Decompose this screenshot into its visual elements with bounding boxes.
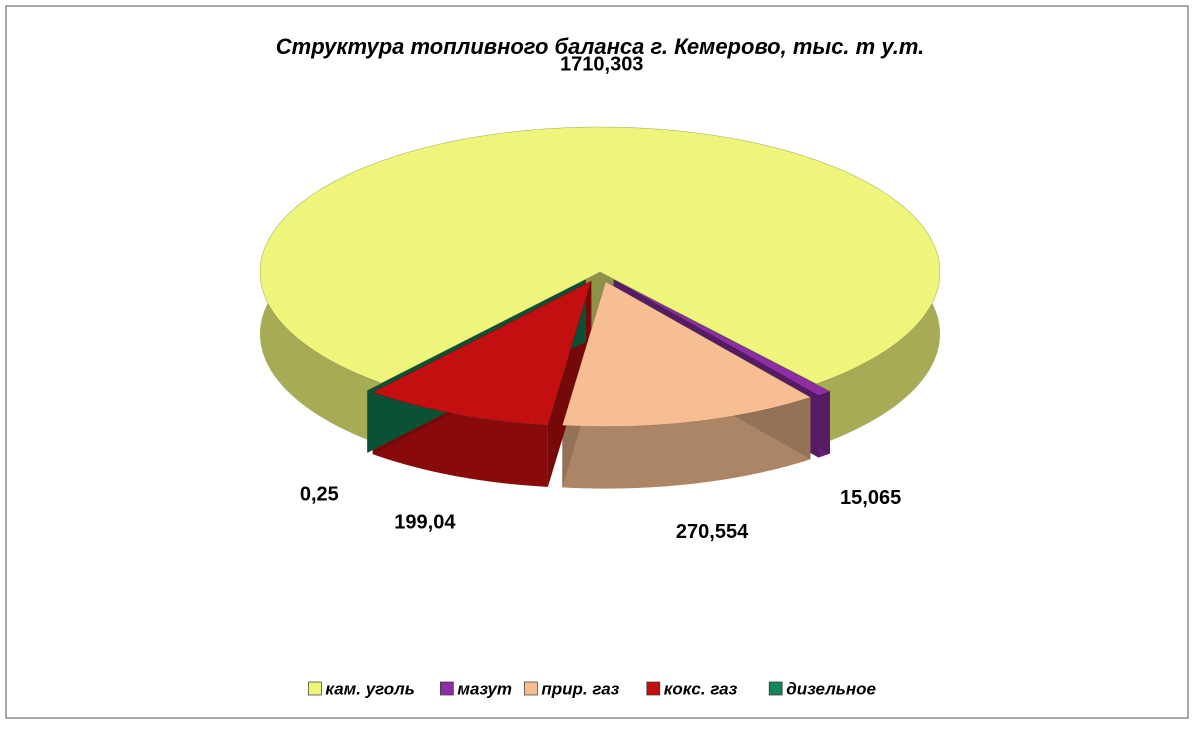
legend-label: дизельное — [786, 679, 876, 698]
legend-swatch — [440, 682, 453, 695]
data-label: 15,065 — [840, 487, 901, 509]
data-label: 270,554 — [676, 521, 749, 543]
data-label: 1710,303 — [560, 53, 643, 75]
data-label: 199,04 — [394, 511, 456, 533]
legend-label: кам. уголь — [325, 679, 414, 698]
data-label: 0,25 — [300, 483, 339, 505]
legend-label: кокс. газ — [664, 679, 738, 698]
legend-label: прир. газ — [541, 679, 619, 698]
legend-swatch — [769, 682, 782, 695]
legend-swatch — [647, 682, 660, 695]
legend-label: мазут — [457, 679, 512, 698]
legend-swatch — [524, 682, 537, 695]
legend-swatch — [308, 682, 321, 695]
